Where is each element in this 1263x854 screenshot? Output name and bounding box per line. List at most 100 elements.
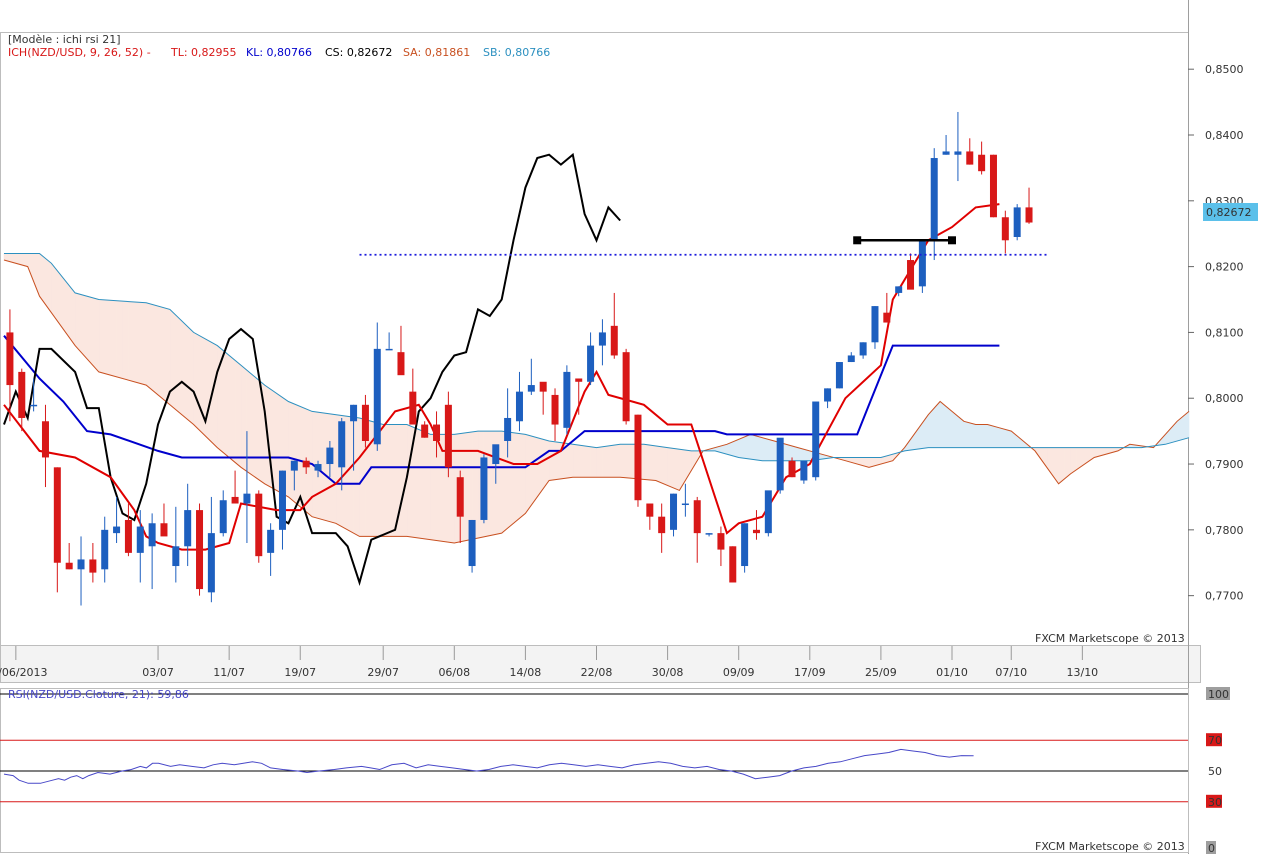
candle-body (978, 154, 986, 172)
candle-body (267, 529, 275, 553)
candle-body (871, 306, 879, 343)
cloud-segment (234, 359, 242, 468)
candle-body (539, 381, 547, 392)
cloud-segment (963, 420, 971, 448)
candle-body (587, 345, 595, 382)
cloud-segment (596, 446, 603, 478)
cloud-segment (288, 401, 295, 503)
candle-body (883, 312, 891, 323)
cloud-segment (294, 403, 301, 508)
candle-body (231, 496, 239, 504)
cloud-segment (92, 297, 100, 373)
cloud-segment (21, 253, 29, 268)
rsi-tick-label: 70 (1208, 734, 1222, 747)
cloud-segment (661, 446, 668, 486)
x-tick-label: 09/09 (723, 666, 755, 679)
cloud-segment (613, 443, 621, 478)
x-tick-label: 11/07 (213, 666, 245, 679)
candle-body (385, 348, 393, 351)
candle-body (89, 559, 97, 573)
candle-body (610, 325, 618, 356)
candle-body (551, 394, 559, 425)
cloud-segment (1058, 447, 1065, 485)
candle-body (729, 546, 737, 583)
rsi-panel: 0 30 50 70 100 (0, 687, 1230, 854)
senkou-b-value: SB: 0,80766 (483, 46, 550, 59)
current-price-label: 0,82672 (1206, 206, 1252, 219)
x-tick-label: 03/07 (142, 666, 174, 679)
candle-body (859, 342, 867, 356)
cloud-segment (619, 443, 627, 479)
x-tick-label: 07/10 (995, 666, 1027, 679)
candle-body (278, 470, 286, 530)
cloud-segment (945, 405, 953, 448)
x-tick-label: 22/08 (581, 666, 613, 679)
candle-body (966, 151, 974, 165)
candle-body (77, 559, 85, 570)
cloud-segment (507, 431, 514, 529)
cloud-segment (104, 299, 111, 376)
candle-body (776, 437, 784, 491)
candle-body (824, 388, 832, 402)
candle-body (468, 519, 476, 567)
candle-body (373, 348, 381, 445)
cloud-segment (424, 431, 431, 541)
candle-body (741, 523, 749, 567)
cloud-segment (51, 262, 58, 322)
rsi-tick-label: 30 (1208, 796, 1222, 809)
cloud-segment (27, 253, 34, 282)
cloud-segment (513, 432, 520, 524)
cloud-segment (933, 400, 941, 448)
cloud-segment (45, 257, 52, 314)
chikou-value: CS: 0,82672 (325, 46, 392, 59)
x-tick-label: 01/10 (936, 666, 968, 679)
candle-body (65, 562, 73, 570)
candle-body (598, 332, 606, 346)
candle-body (764, 490, 772, 534)
ichimoku-cloud (3, 252, 1190, 544)
x-tick-label: 14/08 (510, 666, 542, 679)
candle-body (575, 378, 583, 382)
cloud-segment (572, 443, 580, 478)
cloud-segment (134, 301, 141, 384)
candle-body (113, 526, 121, 534)
cloud-segment (667, 447, 674, 489)
cloud-segment (791, 445, 799, 462)
cloud-segment (768, 438, 775, 462)
rsi-label: RSI(NZD/USD.Cloture, 21): 59,86 (8, 688, 189, 701)
y-tick-label: 0,8500 (1205, 63, 1244, 76)
cloud-segment (222, 349, 230, 459)
cloud-segment (175, 314, 183, 416)
candle-body (835, 362, 843, 389)
candle-body (421, 424, 429, 438)
senkou-span-a-line (3, 259, 1190, 544)
candle-body (800, 460, 808, 481)
candle-body (812, 401, 820, 478)
cloud-segment (388, 424, 396, 537)
candle-body (670, 493, 678, 530)
candle-body (124, 519, 132, 553)
cloud-segment (181, 320, 188, 421)
chikou-span-line (3, 152, 621, 586)
cloud-segment (531, 435, 538, 507)
cloud-segment (566, 443, 574, 479)
rsi-tick-label: 100 (1208, 688, 1229, 701)
cloud-segment (151, 304, 159, 396)
candle-body (681, 503, 689, 506)
rsi-tick-badge (1206, 794, 1222, 808)
candle-body (207, 533, 215, 593)
cloud-segment (981, 424, 988, 448)
cloud-segment (246, 369, 254, 477)
cloud-segment (519, 433, 526, 519)
candle-body (409, 391, 417, 425)
cloud-segment (86, 295, 94, 367)
cloud-segment (756, 435, 763, 462)
price-axis: 0,77000,78000,79000,80000,81000,82000,83… (1188, 63, 1244, 603)
date-axis: 14/06/2013 03/07 11/07 19/07 29/07 06/08 14/08… (0, 646, 1098, 679)
cloud-segment (193, 331, 200, 432)
x-tick-label: 29/07 (367, 666, 399, 679)
senkou-a-value: SA: 0,81861 (403, 46, 470, 59)
watermark-main: FXCM Marketscope © 2013 (1035, 632, 1185, 645)
cloud-segment (329, 413, 337, 524)
cloud-segment (68, 284, 76, 347)
